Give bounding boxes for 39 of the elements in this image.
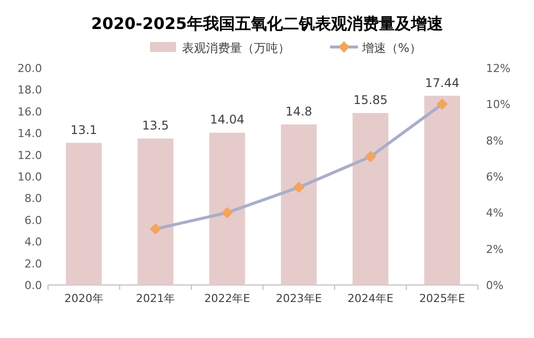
y-tick-label: 6.0 — [24, 214, 42, 227]
x-tick-label: 2024年E — [348, 292, 394, 305]
y-tick-label: 12.0 — [18, 148, 42, 162]
y-tick-label: 14.0 — [18, 127, 42, 140]
y-tick-label: 4.0 — [24, 236, 42, 249]
bar — [66, 142, 102, 285]
y-tick-label: 2.0 — [24, 257, 42, 270]
data-label: 14.8 — [285, 104, 312, 118]
bar — [352, 113, 388, 285]
data-label: 14.04 — [210, 112, 244, 127]
bar — [424, 96, 460, 285]
x-tick-label: 2025年E — [419, 292, 466, 305]
x-tick-label: 2021年 — [136, 292, 175, 305]
chart-title: 2020-2025年我国五氧化二钒表观消费量及增速 — [91, 14, 444, 33]
bar — [209, 132, 246, 285]
y2-tick-label: 2% — [486, 242, 504, 256]
y2-tick-label: 4% — [486, 206, 504, 220]
y-tick-label: 18.0 — [18, 84, 42, 97]
y2-tick-label: 12% — [486, 62, 510, 75]
legend-label: 表观消费量（万吨） — [182, 41, 290, 55]
x-tick-label: 2022年E — [204, 292, 250, 305]
data-label: 15.85 — [353, 93, 388, 108]
data-label: 17.44 — [424, 76, 460, 90]
data-label: 13.5 — [142, 118, 169, 133]
x-tick-label: 2023年E — [276, 292, 322, 305]
x-tick-label: 2020年 — [64, 292, 104, 305]
y2-tick-label: 8% — [486, 134, 504, 148]
y2-tick-label: 10% — [486, 98, 510, 112]
legend-label: 增速（%） — [361, 41, 422, 55]
data-label: 13.1 — [70, 122, 98, 137]
y-tick-label: 8.0 — [24, 192, 42, 206]
y2-tick-label: 0% — [486, 279, 504, 292]
bar — [138, 138, 174, 285]
bar — [280, 124, 317, 285]
y-tick-label: 10.0 — [18, 170, 42, 184]
y-tick-label: 0.0 — [24, 279, 42, 292]
y2-tick-label: 6% — [486, 170, 504, 184]
y-tick-label: 16.0 — [18, 105, 42, 118]
y-tick-label: 20.0 — [18, 62, 42, 75]
